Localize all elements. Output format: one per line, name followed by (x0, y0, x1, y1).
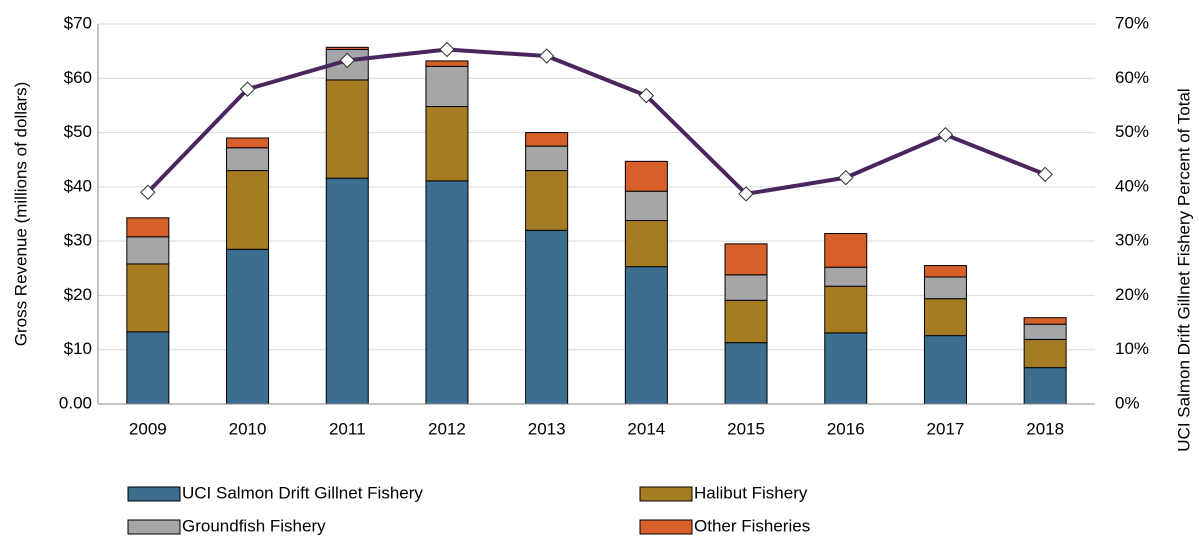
y2-tick-label: 0% (1115, 393, 1140, 412)
bar-segment (1023, 317, 1067, 325)
y-tick-label: $40 (64, 176, 92, 195)
legend-label: Halibut Fishery (694, 483, 808, 502)
line-marker (1037, 166, 1053, 183)
y-tick-label: $50 (64, 122, 92, 141)
bar-segment (325, 177, 369, 405)
y2-tick-label: 50% (1115, 122, 1149, 141)
bar-segment (525, 132, 569, 147)
legend-swatch (639, 519, 693, 535)
legend-swatch (639, 486, 693, 502)
y2-tick-label: 40% (1115, 176, 1149, 195)
y2-tick-label: 30% (1115, 231, 1149, 250)
bar-segment (525, 170, 569, 231)
y2-tick-label: 20% (1115, 285, 1149, 304)
x-tick-label: 2011 (329, 419, 366, 438)
y2-tick-label: 60% (1115, 68, 1149, 87)
line-marker (140, 184, 156, 200)
bar-segment (425, 106, 469, 182)
x-tick-label: 2017 (927, 419, 965, 438)
line-marker (937, 127, 954, 143)
y-tick-label: $60 (64, 68, 92, 87)
y2-tick-label: 10% (1115, 339, 1149, 358)
bar-segment (923, 265, 967, 278)
legend-label: UCI Salmon Drift Gillnet Fishery (182, 483, 423, 502)
legend-swatch (127, 519, 181, 535)
bar-segment (624, 190, 668, 222)
bar-segment (126, 331, 170, 405)
bar-segment (724, 342, 768, 405)
bar-segment (226, 248, 270, 405)
x-tick-label: 2009 (129, 419, 167, 438)
bar-segment (624, 160, 668, 192)
bar-segment (923, 335, 967, 405)
bar-segment (126, 236, 170, 265)
legend-swatch (127, 486, 181, 502)
bar-segment (824, 233, 868, 268)
legend-label: Other Fisheries (694, 516, 810, 535)
bar-segment (824, 332, 868, 405)
legend-label: Groundfish Fishery (182, 516, 326, 535)
bar-segment (1023, 338, 1067, 369)
x-tick-label: 2018 (1026, 419, 1064, 438)
y-tick-label: $20 (64, 285, 92, 304)
bar-segment (425, 65, 469, 108)
line-marker (638, 87, 655, 104)
bar-segment (923, 298, 967, 337)
line-marker (538, 48, 555, 64)
x-tick-label: 2013 (528, 419, 566, 438)
x-tick-label: 2014 (627, 419, 665, 438)
x-tick-label: 2015 (727, 419, 765, 438)
x-tick-label: 2010 (229, 419, 267, 438)
y-tick-label: $70 (64, 13, 92, 32)
x-tick-label: 2016 (827, 419, 865, 438)
y-tick-label: 0.00 (59, 393, 92, 412)
bar-segment (824, 285, 868, 334)
bar-segment (226, 137, 270, 149)
line-marker (838, 169, 854, 186)
bar-segment (624, 220, 668, 268)
bar-segment (425, 180, 469, 405)
bar-segment (226, 170, 270, 250)
bar-segment (525, 145, 569, 172)
bar-segment (724, 299, 768, 344)
bar-segment (126, 263, 170, 333)
x-tick-label: 2012 (428, 419, 466, 438)
bar-segment (525, 229, 569, 405)
bar-segment (325, 79, 369, 179)
y-tick-label: $10 (64, 339, 92, 358)
y2-tick-label: 70% (1115, 13, 1149, 32)
bar-segment (325, 46, 369, 51)
bar-segment (1023, 367, 1067, 405)
line-marker (439, 41, 455, 58)
line-marker (239, 81, 256, 97)
percent-line (146, 47, 1046, 197)
line-marker (738, 186, 754, 202)
y-tick-label: $30 (64, 231, 92, 250)
bar-segment (1023, 323, 1067, 340)
bar-segment (226, 147, 270, 172)
bar-segment (724, 243, 768, 276)
bar-segment (425, 60, 469, 67)
y2-axis-title: UCI Salmon Drift Gillnet Fishery Percent… (1174, 88, 1193, 451)
y-axis-title: Gross Revenue (millions of dollars) (11, 82, 30, 347)
bar-segment (824, 266, 868, 287)
line-marker (339, 52, 355, 69)
bar-segment (126, 217, 170, 238)
bar-segment (724, 274, 768, 301)
bar-segment (923, 276, 967, 300)
bar-segment (624, 266, 668, 405)
